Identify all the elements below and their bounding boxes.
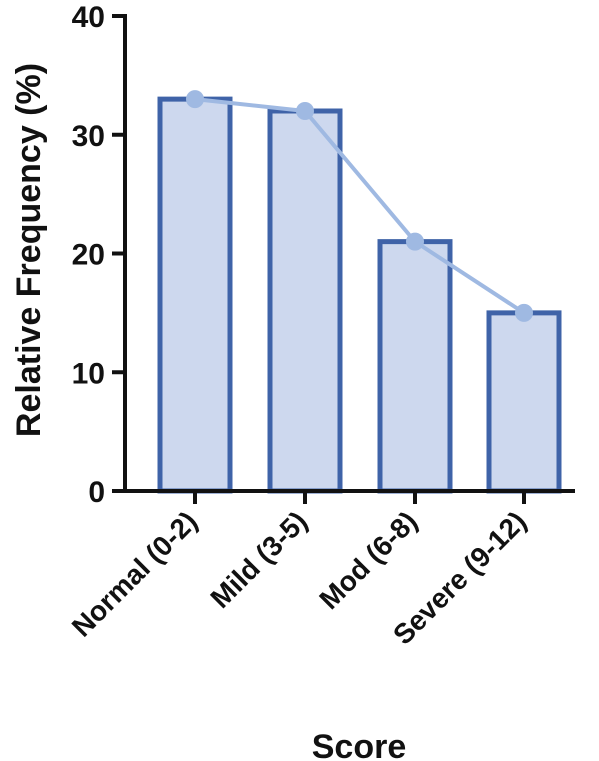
marker-1 [296, 102, 314, 120]
trend-line [194, 97, 526, 315]
x-tick-label-2: Mod (6-8) [313, 505, 423, 615]
y-tick-label-1: 10 [72, 357, 105, 390]
y-axis-title: Relative Frequency (%) [10, 63, 48, 437]
y-ticks: 0 10 20 30 40 [72, 1, 125, 509]
x-axis-title: Score [312, 728, 407, 761]
x-ticks: Normal (0-2) Mild (3-5) Mod (6-8)Severe (9… [66, 491, 532, 651]
bar-0 [157, 96, 233, 494]
y-tick-label-2: 20 [72, 239, 105, 272]
y-axis: 0 10 20 30 40 [72, 1, 127, 509]
bar-1 [267, 108, 343, 494]
x-axis: Normal (0-2) Mild (3-5) Mod (6-8)Severe (9… [66, 489, 575, 651]
x-tick-label-0: Normal (0-2) [66, 505, 203, 642]
bar-3 [486, 310, 562, 494]
y-tick-label-3: 30 [72, 120, 105, 153]
marker-3 [515, 303, 533, 322]
markers [186, 90, 533, 322]
bar-2 [377, 239, 453, 494]
x-tick-label-1: Mild (3-5) [204, 505, 313, 614]
y-tick-label-4: 40 [72, 1, 105, 34]
plot-area: 0 10 20 30 40 Normal (0-2) Mild (3-5) Mod (6-8… [66, 1, 575, 651]
y-tick-label-0: 0 [88, 476, 105, 509]
marker-2 [406, 232, 424, 251]
marker-0 [186, 90, 204, 109]
